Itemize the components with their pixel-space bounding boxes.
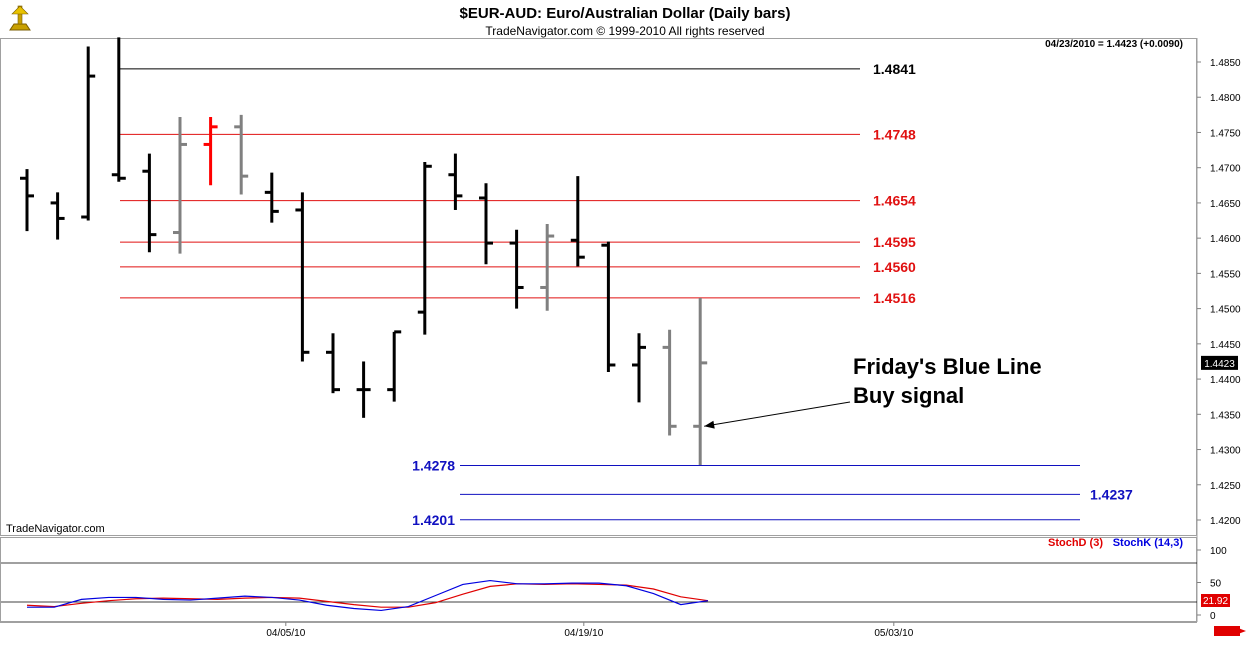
ohlc-bar bbox=[356, 361, 371, 418]
ohlc-bar bbox=[173, 116, 187, 254]
stoch-k-legend: StochK (14,3) bbox=[1113, 537, 1184, 549]
ohlc-bar bbox=[632, 333, 646, 403]
last-price-label: 1.4423 bbox=[1204, 359, 1235, 370]
price-tick-label: 1.4500 bbox=[1210, 305, 1241, 316]
ohlc-bar bbox=[570, 176, 585, 267]
level-label: 1.4748 bbox=[873, 126, 916, 142]
last-price-marker: 1.4423 bbox=[1201, 355, 1238, 370]
price-axis-ticks: 1.4850 1.4800 1.4750 1.4700 1.4650 1.4600 1.45… bbox=[1197, 58, 1241, 527]
status-line: 04/23/2010 = 1.4423 (+0.0090) bbox=[1045, 39, 1183, 50]
ohlc-bar bbox=[326, 333, 340, 394]
stochastic-panel-frame bbox=[0, 537, 1197, 622]
ohlc-bar bbox=[50, 192, 65, 240]
watermark: TradeNavigator.com bbox=[6, 523, 105, 535]
ohlc-bar bbox=[601, 241, 616, 373]
time-tick-label: 04/05/10 bbox=[266, 628, 305, 639]
stoch-tick-label: 50 bbox=[1210, 579, 1222, 590]
stoch-tick-label: 100 bbox=[1210, 546, 1227, 557]
annotation-line-2: Buy signal bbox=[853, 383, 964, 408]
time-axis-ticks: 04/05/10 04/19/10 05/03/10 bbox=[266, 622, 914, 639]
level-label: 1.4201 bbox=[412, 512, 455, 528]
price-tick-label: 1.4600 bbox=[1210, 234, 1241, 245]
stoch-k-line bbox=[27, 579, 709, 612]
ohlc-bar bbox=[662, 329, 677, 436]
ohlc-bar bbox=[81, 46, 96, 221]
price-tick-label: 1.4750 bbox=[1210, 128, 1241, 139]
stochastic-axis-ticks: 100 50 0 bbox=[1197, 546, 1227, 622]
price-tick-label: 1.4700 bbox=[1210, 164, 1241, 175]
ohlc-bar bbox=[693, 298, 708, 466]
time-tick-label: 05/03/10 bbox=[874, 628, 913, 639]
price-tick-label: 1.4250 bbox=[1210, 481, 1241, 492]
annotation-arrow bbox=[704, 401, 851, 429]
ohlc-bar bbox=[203, 116, 218, 186]
trade-navigator-logo-icon[interactable] bbox=[9, 5, 31, 31]
stochastic-lines bbox=[1, 562, 1197, 612]
level-label: 1.4516 bbox=[873, 290, 916, 306]
ohlc-bar bbox=[479, 183, 493, 265]
support-resistance-lines: 1.4841 1.4748 1.4654 1.4595 1.4560 1.4516 1.42… bbox=[120, 61, 1133, 528]
ohlc-bar bbox=[509, 229, 524, 309]
price-tick-label: 1.4450 bbox=[1210, 340, 1241, 351]
scroll-right-arrow-icon[interactable] bbox=[1214, 626, 1246, 636]
stoch-last-value-marker: 21.92 bbox=[1201, 594, 1230, 607]
ohlc-bar bbox=[387, 330, 402, 402]
stoch-last-value: 21.92 bbox=[1203, 596, 1228, 607]
ohlc-bar bbox=[111, 37, 126, 182]
price-tick-label: 1.4550 bbox=[1210, 269, 1241, 280]
ohlc-bar bbox=[234, 114, 249, 195]
time-tick-label: 04/19/10 bbox=[564, 628, 603, 639]
price-tick-label: 1.4650 bbox=[1210, 199, 1241, 210]
price-tick-label: 1.4350 bbox=[1210, 410, 1241, 421]
annotation-line-1: Friday's Blue Line bbox=[853, 354, 1042, 379]
stoch-d-line bbox=[26, 583, 709, 608]
stoch-d-legend: StochD (3) bbox=[1048, 537, 1103, 549]
level-label: 1.4278 bbox=[412, 458, 455, 474]
chart-title: $EUR-AUD: Euro/Australian Dollar (Daily … bbox=[460, 5, 791, 22]
ohlc-bar bbox=[295, 192, 310, 362]
stoch-tick-label: 0 bbox=[1210, 611, 1216, 622]
ohlc-bar bbox=[142, 153, 157, 253]
ohlc-bar bbox=[20, 169, 34, 232]
ohlc-bar bbox=[540, 224, 555, 311]
level-label: 1.4595 bbox=[873, 234, 916, 250]
price-tick-label: 1.4850 bbox=[1210, 58, 1241, 69]
price-tick-label: 1.4200 bbox=[1210, 516, 1241, 527]
ohlc-bar bbox=[417, 162, 432, 335]
ohlc-bars bbox=[20, 37, 708, 466]
chart-subtitle: TradeNavigator.com © 1999-2010 All right… bbox=[485, 24, 764, 38]
level-label: 1.4560 bbox=[873, 259, 916, 275]
level-label: 1.4654 bbox=[873, 193, 916, 209]
price-tick-label: 1.4400 bbox=[1210, 375, 1241, 386]
level-label: 1.4841 bbox=[873, 61, 916, 77]
level-label: 1.4237 bbox=[1090, 486, 1133, 502]
price-panel-frame bbox=[0, 38, 1197, 536]
price-tick-label: 1.4300 bbox=[1210, 446, 1241, 457]
ohlc-bar bbox=[448, 153, 463, 210]
price-tick-label: 1.4800 bbox=[1210, 93, 1241, 104]
ohlc-bar bbox=[264, 172, 279, 223]
